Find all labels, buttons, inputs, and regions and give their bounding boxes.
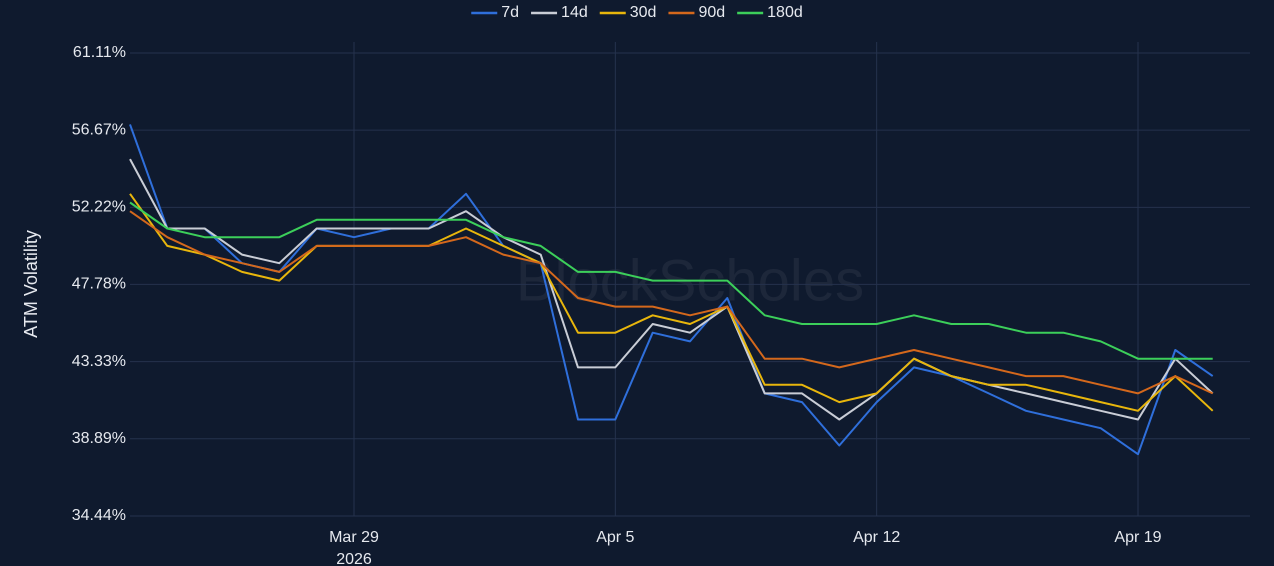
- legend-label: 30d: [630, 4, 657, 21]
- legend-label: 7d: [501, 4, 519, 21]
- y-tick-label: 38.89%: [72, 430, 126, 447]
- y-tick-label: 61.11%: [73, 44, 126, 61]
- y-tick-label: 56.67%: [72, 121, 126, 138]
- y-tick-label: 43.33%: [72, 353, 126, 370]
- y-tick-label: 47.78%: [72, 276, 126, 293]
- x-tick-label: Mar 29: [329, 529, 379, 546]
- legend-label: 90d: [698, 4, 725, 21]
- x-tick-label: Apr 12: [853, 529, 900, 546]
- legend-label: 14d: [561, 4, 588, 21]
- series-line: [129, 124, 1214, 456]
- series-line: [129, 201, 1213, 360]
- x-tick-label: Apr 19: [1114, 529, 1161, 546]
- y-tick-label: 34.44%: [72, 507, 126, 524]
- x-tick-label: Apr 5: [596, 529, 634, 546]
- y-axis-label: ATM Volatility: [21, 230, 41, 338]
- x-year-label: 2026: [336, 551, 372, 566]
- series-line: [129, 158, 1214, 421]
- series-line: [129, 210, 1214, 395]
- y-tick-label: 52.22%: [72, 199, 126, 216]
- series-line: [129, 193, 1214, 412]
- legend: 7d 14d 30d 90d 180d: [471, 4, 803, 21]
- legend-label: 180d: [767, 4, 803, 21]
